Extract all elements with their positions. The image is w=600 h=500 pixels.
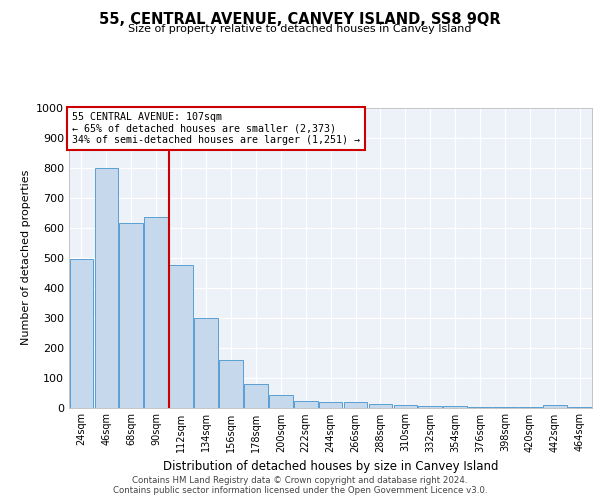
Bar xyxy=(219,360,243,408)
Text: Contains public sector information licensed under the Open Government Licence v3: Contains public sector information licen… xyxy=(113,486,487,495)
Bar xyxy=(443,406,467,408)
X-axis label: Distribution of detached houses by size in Canvey Island: Distribution of detached houses by size … xyxy=(163,460,499,473)
Bar xyxy=(145,217,168,408)
Bar xyxy=(493,407,517,408)
Bar xyxy=(468,406,492,408)
Bar xyxy=(70,259,93,408)
Y-axis label: Number of detached properties: Number of detached properties xyxy=(20,170,31,345)
Bar xyxy=(119,223,143,408)
Bar xyxy=(244,384,268,407)
Text: Size of property relative to detached houses in Canvey Island: Size of property relative to detached ho… xyxy=(128,24,472,34)
Bar xyxy=(169,265,193,408)
Bar xyxy=(294,401,317,407)
Text: Contains HM Land Registry data © Crown copyright and database right 2024.: Contains HM Land Registry data © Crown c… xyxy=(132,476,468,485)
Bar xyxy=(418,406,442,407)
Bar xyxy=(543,405,566,407)
Bar xyxy=(344,402,367,407)
Bar xyxy=(319,402,343,407)
Bar xyxy=(394,405,417,407)
Text: 55, CENTRAL AVENUE, CANVEY ISLAND, SS8 9QR: 55, CENTRAL AVENUE, CANVEY ISLAND, SS8 9… xyxy=(99,12,501,28)
Bar xyxy=(194,318,218,408)
Bar xyxy=(368,404,392,407)
Text: 55 CENTRAL AVENUE: 107sqm
← 65% of detached houses are smaller (2,373)
34% of se: 55 CENTRAL AVENUE: 107sqm ← 65% of detac… xyxy=(71,112,359,145)
Bar xyxy=(269,394,293,407)
Bar xyxy=(95,168,118,408)
